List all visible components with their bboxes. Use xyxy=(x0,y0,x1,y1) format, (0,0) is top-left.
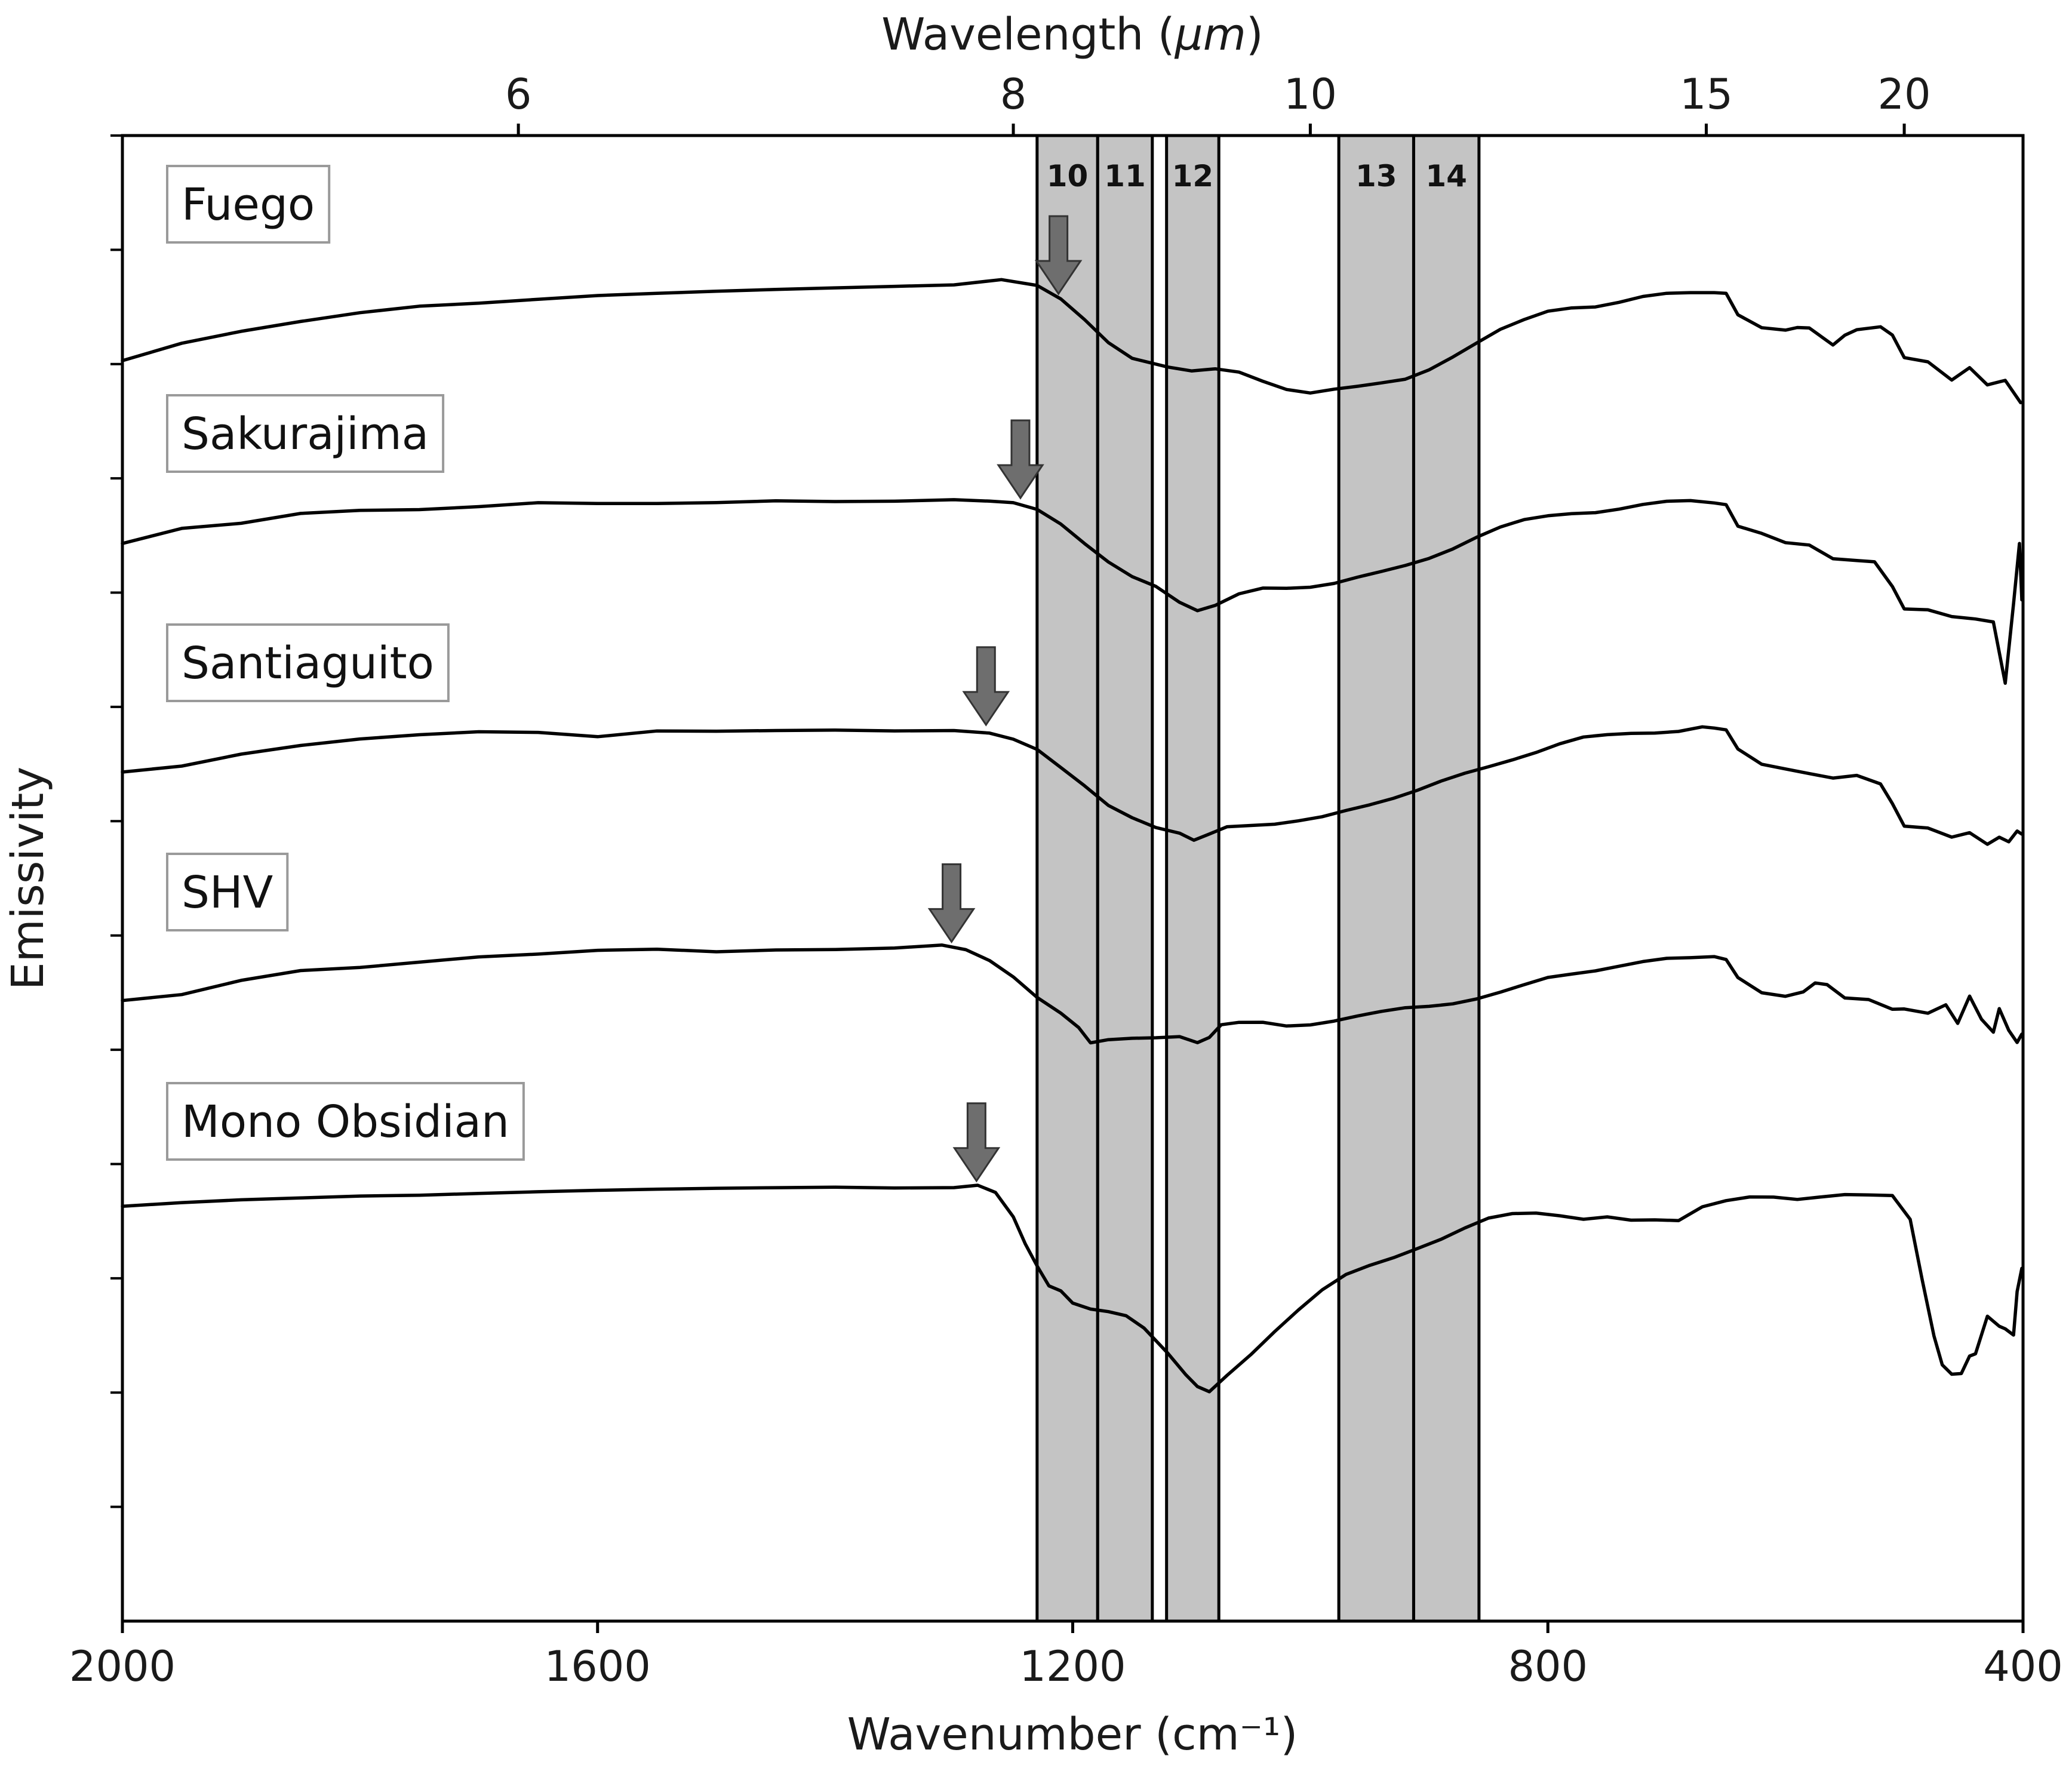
band-12 xyxy=(1165,134,1221,1623)
sample-label-text: Mono Obsidian xyxy=(182,1096,509,1148)
x-tick-label: 2000 xyxy=(69,1642,176,1691)
spectrum-line-shv xyxy=(121,943,2024,1045)
arrow-layer xyxy=(927,215,1083,1183)
sample-label-box xyxy=(166,394,445,473)
top-tick-label: 6 xyxy=(505,70,532,119)
series-layer xyxy=(121,278,2024,1394)
down-arrow-icon-mono-obsidian xyxy=(952,1102,1001,1183)
sample-label-box xyxy=(166,1082,525,1161)
band-11 xyxy=(1096,134,1154,1623)
x-axis-title: Wavenumber (cm⁻¹) xyxy=(847,1709,1298,1760)
sample-label-shv: SHV xyxy=(166,853,289,931)
spectrum-line-mono-obsidian xyxy=(121,1183,2024,1394)
band-label-14: 14 xyxy=(1425,159,1467,193)
band-label-13: 13 xyxy=(1355,159,1397,193)
x-tick-label: 1200 xyxy=(1019,1642,1126,1691)
sample-label-text: Fuego xyxy=(182,179,315,230)
top-tick-label: 10 xyxy=(1284,70,1337,119)
sample-label-box xyxy=(166,853,289,931)
top-tick-label: 15 xyxy=(1680,70,1733,119)
sample-label-santiaguito: Santiaguito xyxy=(166,623,450,702)
x-tick-label: 1600 xyxy=(545,1642,651,1691)
band-label-12: 12 xyxy=(1172,159,1214,193)
y-axis-title: Emissivity xyxy=(2,767,54,990)
sample-label-layer: Fuego Sakurajima Santiaguito SHV Mono Obsidi… xyxy=(166,165,525,1161)
band-label-11: 11 xyxy=(1104,159,1146,193)
down-arrow-icon-sakurajima xyxy=(997,419,1044,500)
band-label-10: 10 xyxy=(1047,159,1089,193)
top-axis-title-suffix: ) xyxy=(1246,9,1264,60)
sample-label-box xyxy=(166,623,450,702)
sample-label-mono-obsidian: Mono Obsidian xyxy=(166,1082,525,1161)
sample-label-fuego: Fuego xyxy=(166,165,331,244)
spectrum-line-fuego xyxy=(121,278,2022,405)
top-axis-title-unit: μm xyxy=(1175,9,1246,60)
top-tick-label: 20 xyxy=(1878,70,1931,119)
x-tick-label: 400 xyxy=(1983,1642,2063,1691)
down-arrow-icon-santiaguito xyxy=(962,646,1010,727)
spectrum-line-santiaguito xyxy=(121,725,2024,846)
sample-label-text: Santiaguito xyxy=(182,638,434,689)
sample-label-box xyxy=(166,165,331,244)
top-axis-title-prefix: Wavelength ( xyxy=(881,9,1175,60)
band-10 xyxy=(1035,134,1099,1623)
sample-label-text: SHV xyxy=(182,867,273,918)
tick-layer: 2000 1600 1200 800 400 6 8 10 15 20 xyxy=(69,70,2063,1691)
band-13 xyxy=(1337,134,1415,1623)
spectrum-line-sakurajima xyxy=(121,498,2024,685)
down-arrow-icon-fuego xyxy=(1034,215,1083,296)
band-14 xyxy=(1412,134,1481,1623)
sample-label-sakurajima: Sakurajima xyxy=(166,394,445,473)
top-axis-title: Wavelength (μm) xyxy=(881,9,1263,60)
down-arrow-icon-shv xyxy=(927,863,976,944)
sample-label-text: Sakurajima xyxy=(182,408,429,460)
top-tick-label: 8 xyxy=(1000,70,1027,119)
x-tick-label: 800 xyxy=(1508,1642,1588,1691)
